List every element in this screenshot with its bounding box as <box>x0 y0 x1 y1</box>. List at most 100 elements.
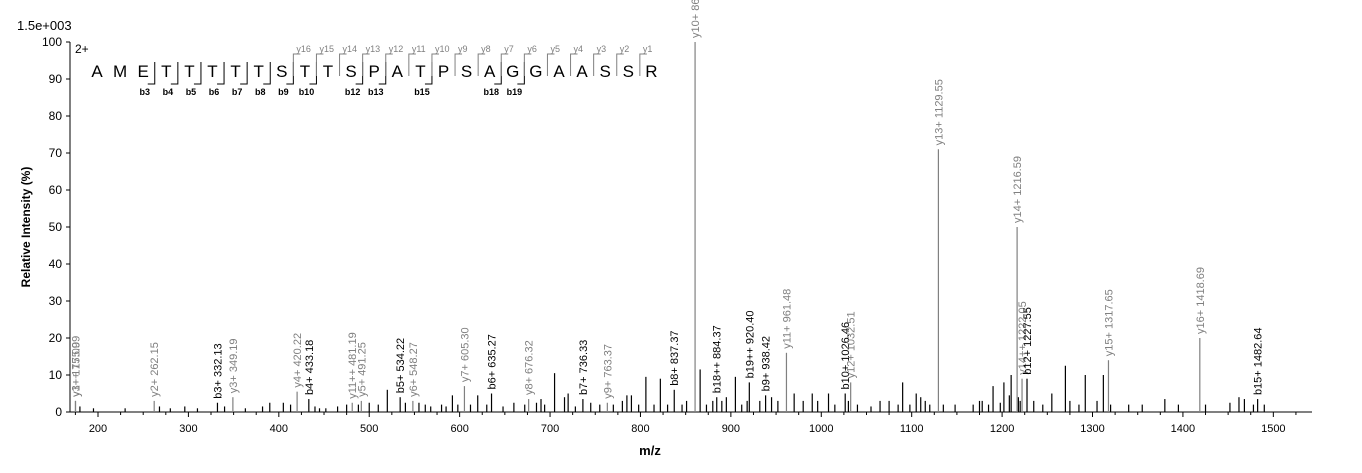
y-ion-label: y4 <box>574 44 584 54</box>
y-ion-bracket <box>292 53 301 76</box>
y-ion-bracket <box>408 53 416 76</box>
peak-label: y14+ 1216.59 <box>1012 156 1024 223</box>
x-tick-label: 1400 <box>1171 423 1195 435</box>
peak-label: y15+ 1317.65 <box>1103 289 1115 356</box>
x-tick-label: 300 <box>179 423 197 435</box>
b-ion-label: b4 <box>163 87 174 97</box>
sequence-residue: S <box>345 62 356 81</box>
sequence-residue: T <box>323 62 333 81</box>
sequence-residue: T <box>230 62 240 81</box>
y-tick-label: 100 <box>42 35 62 49</box>
peak-label: b15+ 1482.64 <box>1253 327 1265 395</box>
y-ion-bracket <box>546 53 555 76</box>
peak-label: y10+ 860.4 <box>690 0 702 38</box>
peak-label: y14++ 1222.05 <box>1017 301 1029 374</box>
y-ion-label: y8 <box>481 44 491 54</box>
x-tick-label: 800 <box>631 423 649 435</box>
sequence-residue: S <box>623 62 634 81</box>
peak-label: b3+ 332.13 <box>212 343 224 398</box>
y-ion-label: y9 <box>458 44 468 54</box>
sequence-residue: T <box>254 62 264 81</box>
noise-peaks <box>79 365 1265 412</box>
sequence-residue: S <box>461 62 472 81</box>
peak-label: y3+ 349.19 <box>228 338 240 393</box>
b-ion-bracket <box>170 62 179 85</box>
x-tick-label: 400 <box>270 423 288 435</box>
y-ion-label: y10 <box>435 44 450 54</box>
b-ion-bracket <box>193 62 202 85</box>
y-ion-bracket <box>500 53 509 76</box>
peak-label: b10+ 1026.46 <box>840 322 852 390</box>
sequence-annotation: A M E T T T T T S T T S P A T P S A G G A A S S Rb3 b4 b5 b6 b7 b8 b9 b… <box>91 44 657 97</box>
b-ion-label: b3 <box>139 87 150 97</box>
y-ion-bracket <box>362 53 370 76</box>
y-ion-label: y1 <box>643 44 653 54</box>
y-ion-label: y13 <box>366 44 381 54</box>
b-ion-label: b5 <box>186 87 197 97</box>
y-ion-bracket <box>431 53 439 76</box>
sequence-residue: R <box>645 62 657 81</box>
x-tick-label: 900 <box>722 423 740 435</box>
x-tick-label: 1100 <box>900 423 924 435</box>
y-tick-label: 50 <box>49 220 63 234</box>
y-tick-label: 90 <box>49 72 63 86</box>
x-tick-label: 200 <box>89 423 107 435</box>
peak-label: y11+ 961.48 <box>781 289 793 349</box>
x-tick-label: 500 <box>360 423 378 435</box>
peak-label: y1+ 175.09 <box>70 342 82 397</box>
peak-label: y5+ 491.25 <box>356 342 368 397</box>
b-ion-label: b19 <box>507 87 523 97</box>
y-tick-label: 70 <box>49 146 63 160</box>
y-ion-bracket <box>477 53 486 76</box>
b-ion-label: b8 <box>255 87 266 97</box>
sequence-residue: T <box>184 62 194 81</box>
x-tick-label: 700 <box>541 423 559 435</box>
y-ion-label: y5 <box>550 44 560 54</box>
y-ion-bracket <box>639 53 647 76</box>
sequence-residue: S <box>600 62 611 81</box>
peak-label: b6+ 635.27 <box>487 334 499 389</box>
b-ion-label: b15 <box>414 87 430 97</box>
b-ion-bracket <box>424 62 433 85</box>
peak-label: y8+ 676.32 <box>524 340 536 395</box>
sequence-residue: G <box>506 62 519 81</box>
b-ion-label: b6 <box>209 87 220 97</box>
b-ion-label: b18 <box>483 87 499 97</box>
sequence-residue: A <box>553 62 565 81</box>
sequence-residue: A <box>576 62 588 81</box>
peak-label: y11++ 481.19 <box>347 332 359 398</box>
y-ion-bracket <box>570 53 578 76</box>
sequence-residue: T <box>300 62 310 81</box>
peak-label: b8+ 837.37 <box>669 330 681 385</box>
sequence-residue: A <box>484 62 496 81</box>
y-ion-label: y15 <box>319 44 334 54</box>
x-tick-label: 600 <box>450 423 468 435</box>
y-tick-label: 60 <box>49 183 63 197</box>
axes: 0 10 20 30 40 50 60 70 80 90 100 200 300 400 500 600 700… <box>42 35 1312 435</box>
b-ion-label: b12 <box>345 87 361 97</box>
x-axis-title: m/z <box>639 443 661 458</box>
b-ion-label: b13 <box>368 87 384 97</box>
y-ion-bracket <box>593 53 601 76</box>
y-ion-label: y14 <box>343 44 358 54</box>
y-tick-label: 40 <box>49 257 63 271</box>
sequence-residue: T <box>161 62 171 81</box>
sequence-residue: P <box>438 62 449 81</box>
peak-label: b19++ 920.40 <box>744 310 756 378</box>
b-ion-label: b7 <box>232 87 243 97</box>
peak-label: b9+ 938.42 <box>761 336 773 391</box>
b-ion-bracket <box>217 62 225 85</box>
y-ion-label: y12 <box>389 44 404 54</box>
sequence-residue: P <box>369 62 380 81</box>
sequence-residue: T <box>207 62 217 81</box>
b-ion-bracket <box>309 62 317 85</box>
peak-label: y12+ 1032.51 <box>846 311 858 378</box>
peak-label: b12+ 1227.55 <box>1022 307 1034 375</box>
y-axis-title: Relative Intensity (%) <box>19 167 33 288</box>
y-ion-label: y7 <box>504 44 514 54</box>
peak-label: y13+ 1129.55 <box>933 79 945 145</box>
peak-label: y2+ 262.15 <box>149 342 161 397</box>
peak-label: y9+ 763.37 <box>602 344 614 399</box>
